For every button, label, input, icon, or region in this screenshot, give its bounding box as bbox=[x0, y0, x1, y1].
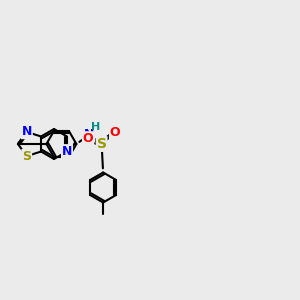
Text: N: N bbox=[84, 128, 94, 142]
Text: O: O bbox=[83, 132, 93, 145]
Text: N: N bbox=[62, 145, 72, 158]
Text: O: O bbox=[110, 126, 120, 139]
Text: S: S bbox=[22, 150, 31, 163]
Text: H: H bbox=[91, 122, 100, 133]
Text: N: N bbox=[22, 125, 32, 138]
Text: S: S bbox=[97, 137, 106, 151]
